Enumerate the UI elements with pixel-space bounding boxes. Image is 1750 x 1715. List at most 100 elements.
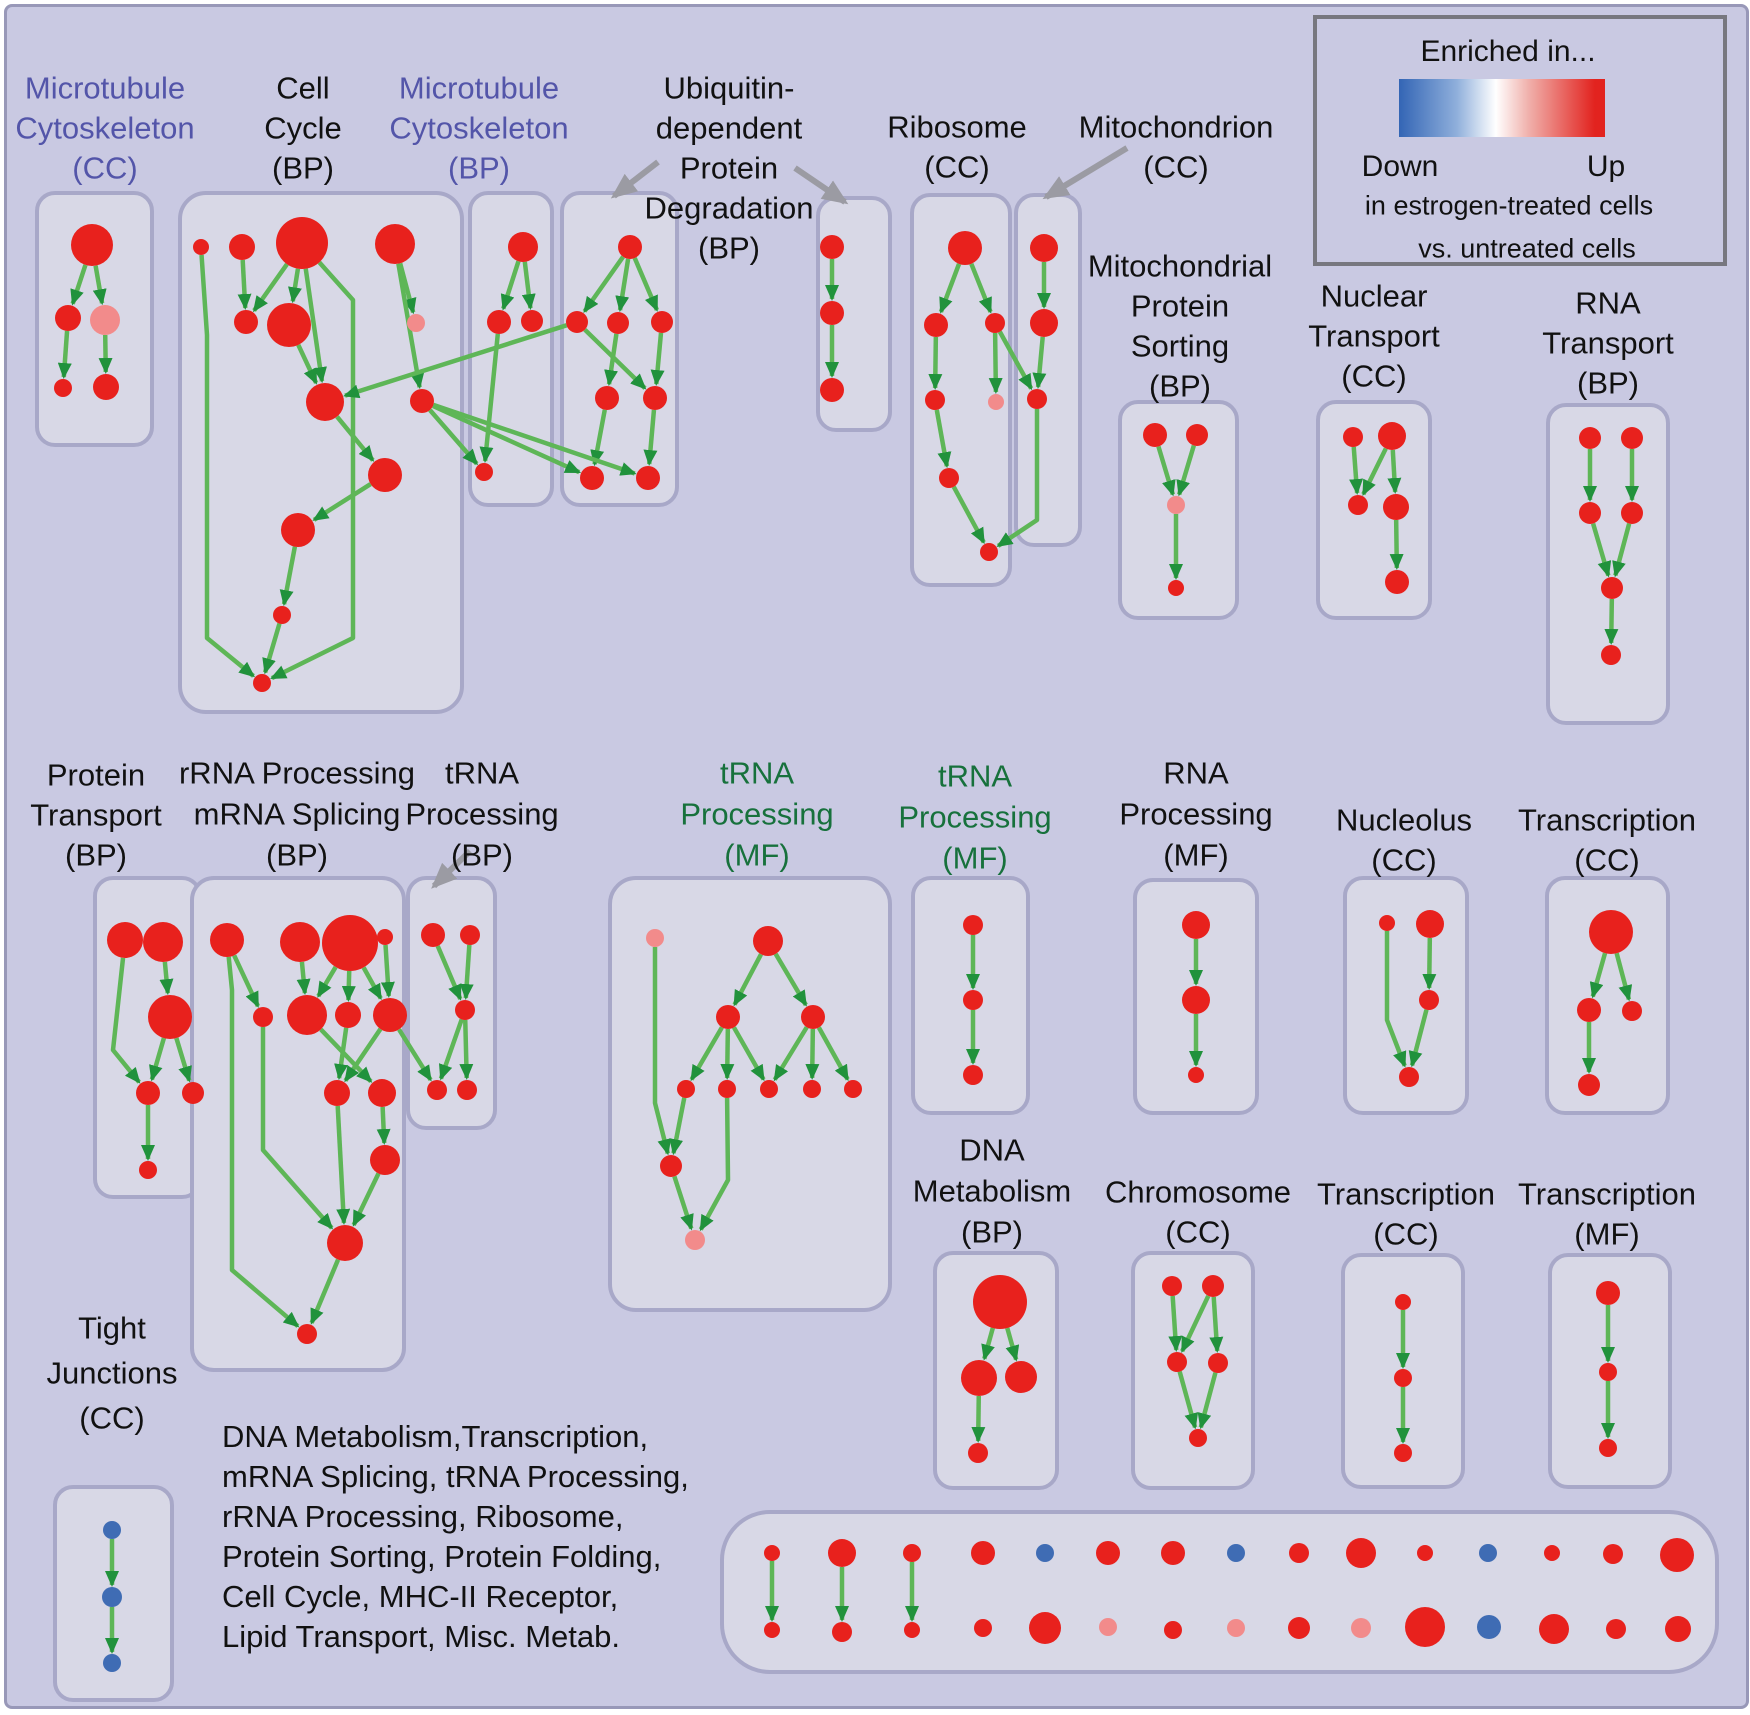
go-term-node-red bbox=[1539, 1614, 1569, 1644]
cluster-label-trna-processing-bp-line2: Processing bbox=[405, 796, 559, 832]
cluster-label-trna-processing-bp-line1: tRNA bbox=[444, 755, 520, 791]
go-term-node-red bbox=[410, 389, 434, 413]
go-term-node-red bbox=[457, 1080, 477, 1100]
cluster-label-mitochondrial-protein-sorting-bp-line1: Mitochondrial bbox=[1087, 248, 1273, 284]
edge bbox=[262, 622, 282, 675]
go-term-node-red bbox=[1601, 645, 1621, 665]
cluster-label-trna-processing-mf-1-line1: tRNA bbox=[719, 755, 795, 791]
go-term-node-red bbox=[107, 922, 143, 958]
edge bbox=[521, 261, 536, 311]
cluster-label-transcription-cc-mid-line1: Transcription bbox=[1517, 802, 1697, 838]
edge bbox=[316, 965, 338, 998]
edge bbox=[1005, 1327, 1020, 1362]
go-term-node-red bbox=[377, 929, 393, 945]
edge bbox=[459, 1019, 474, 1081]
edge bbox=[1389, 519, 1404, 571]
go-term-node-red bbox=[1182, 986, 1210, 1014]
cluster-label-mitochondrion-cc-line2: (CC) bbox=[1143, 149, 1209, 185]
go-term-node-red bbox=[803, 1080, 821, 1098]
footer-line-1: DNA Metabolism,Transcription, bbox=[222, 1419, 649, 1454]
cluster-label-tight-junctions-cc-line2: Junctions bbox=[46, 1355, 178, 1391]
cluster-label-microtubule-cytoskeleton-cc-line1: Microtubule bbox=[24, 70, 186, 106]
cluster-label-nuclear-transport-cc-line1: Nuclear bbox=[1320, 278, 1428, 314]
go-term-node-red bbox=[55, 305, 81, 331]
cluster-label-trna-processing-mf-1-line3: (MF) bbox=[724, 837, 790, 873]
cluster-label-rrna-processing-mrna-splicing-bp-line1: rRNA Processing bbox=[178, 755, 416, 791]
cluster-box-trna-processing-mf-1 bbox=[608, 876, 892, 1312]
go-term-node-red bbox=[487, 310, 511, 334]
go-term-node-red bbox=[210, 923, 244, 957]
edge bbox=[1168, 1295, 1183, 1353]
cluster-box-rna-transport-bp bbox=[1546, 403, 1670, 725]
go-term-node-red bbox=[801, 1005, 825, 1029]
cluster-label-trna-processing-mf-2-line3: (MF) bbox=[942, 840, 1008, 876]
go-term-node-red bbox=[368, 1079, 396, 1107]
cluster-label-ubiquitin-degradation-bp-a-line3: Protein bbox=[679, 150, 779, 186]
go-term-node-red bbox=[1579, 502, 1601, 524]
cluster-label-protein-transport-bp-line2: Transport bbox=[30, 797, 162, 833]
go-term-node-red bbox=[1394, 1444, 1412, 1462]
cluster-box-chromosome-cc bbox=[1131, 1251, 1255, 1490]
go-term-node-red bbox=[968, 1443, 988, 1463]
go-term-node-red bbox=[1164, 1621, 1182, 1639]
cluster-label-microtubule-cytoskeleton-bp-line1: Microtubule bbox=[398, 70, 560, 106]
cluster-label-transcription-cc-bottom-line2: (CC) bbox=[1373, 1216, 1439, 1252]
cluster-label-nuclear-transport-cc-line3: (CC) bbox=[1341, 358, 1407, 394]
edge bbox=[643, 409, 658, 467]
cluster-label-trna-processing-bp-line3: (BP) bbox=[451, 837, 513, 873]
edge bbox=[296, 961, 311, 996]
go-term-node-red bbox=[753, 926, 783, 956]
edge bbox=[232, 954, 260, 1008]
edge bbox=[252, 262, 289, 313]
go-term-node-red bbox=[1399, 1067, 1419, 1087]
go-term-node-red bbox=[1186, 424, 1208, 446]
go-term-node-red bbox=[961, 1360, 997, 1396]
go-term-node-red bbox=[143, 922, 183, 962]
edge bbox=[312, 482, 372, 522]
go-term-node-red bbox=[1162, 1276, 1182, 1296]
edge bbox=[1604, 598, 1619, 646]
go-term-node-red bbox=[1606, 1619, 1626, 1639]
go-term-node-red bbox=[985, 313, 1005, 333]
cluster-label-dna-metabolism-bp-line2: Metabolism bbox=[912, 1173, 1072, 1209]
go-term-node-red bbox=[54, 379, 72, 397]
go-term-node-pink bbox=[407, 314, 425, 332]
go-term-node-red bbox=[273, 606, 291, 624]
cluster-label-chromosome-cc-line2: (CC) bbox=[1165, 1214, 1231, 1250]
footer-line-2: mRNA Splicing, tRNA Processing, bbox=[222, 1459, 689, 1494]
callout-arrow bbox=[610, 159, 660, 199]
edge bbox=[397, 1028, 433, 1082]
cluster-label-tight-junctions-cc-line1: Tight bbox=[78, 1310, 146, 1346]
edge bbox=[479, 333, 501, 464]
edge bbox=[988, 332, 1003, 395]
go-term-node-red bbox=[963, 990, 983, 1010]
go-term-node-red bbox=[1578, 1074, 1600, 1096]
cluster-box-cell-cycle-bp bbox=[178, 191, 464, 714]
go-term-node-pink bbox=[1167, 496, 1185, 514]
edge bbox=[1589, 952, 1608, 999]
go-term-node-red bbox=[139, 1161, 157, 1179]
go-term-node-red bbox=[229, 234, 255, 260]
go-term-node-red bbox=[455, 1000, 475, 1020]
go-term-node-red bbox=[1601, 577, 1623, 599]
cluster-label-chromosome-cc-line1: Chromosome bbox=[1104, 1174, 1292, 1210]
edge bbox=[361, 966, 383, 1001]
cluster-label-rna-transport-bp-line2: Transport bbox=[1542, 325, 1674, 361]
go-term-node-red bbox=[903, 1544, 921, 1562]
edge bbox=[971, 1395, 986, 1444]
go-term-node-red bbox=[1621, 502, 1643, 524]
go-term-node-red bbox=[427, 1080, 447, 1100]
legend-up-label: Up bbox=[1586, 150, 1626, 183]
go-term-node-pink bbox=[1227, 1619, 1245, 1637]
cluster-label-protein-transport-bp-line1: Protein bbox=[46, 757, 146, 793]
go-term-node-red bbox=[1416, 910, 1444, 938]
go-term-node-red bbox=[193, 239, 209, 255]
go-term-node-red bbox=[764, 1545, 780, 1561]
edge bbox=[938, 263, 962, 314]
go-term-node-pink bbox=[988, 394, 1004, 410]
go-term-node-red bbox=[322, 915, 378, 971]
edge bbox=[1209, 1296, 1224, 1354]
edge bbox=[1180, 1294, 1211, 1353]
edge bbox=[1614, 952, 1633, 1002]
go-term-node-red bbox=[820, 235, 844, 259]
